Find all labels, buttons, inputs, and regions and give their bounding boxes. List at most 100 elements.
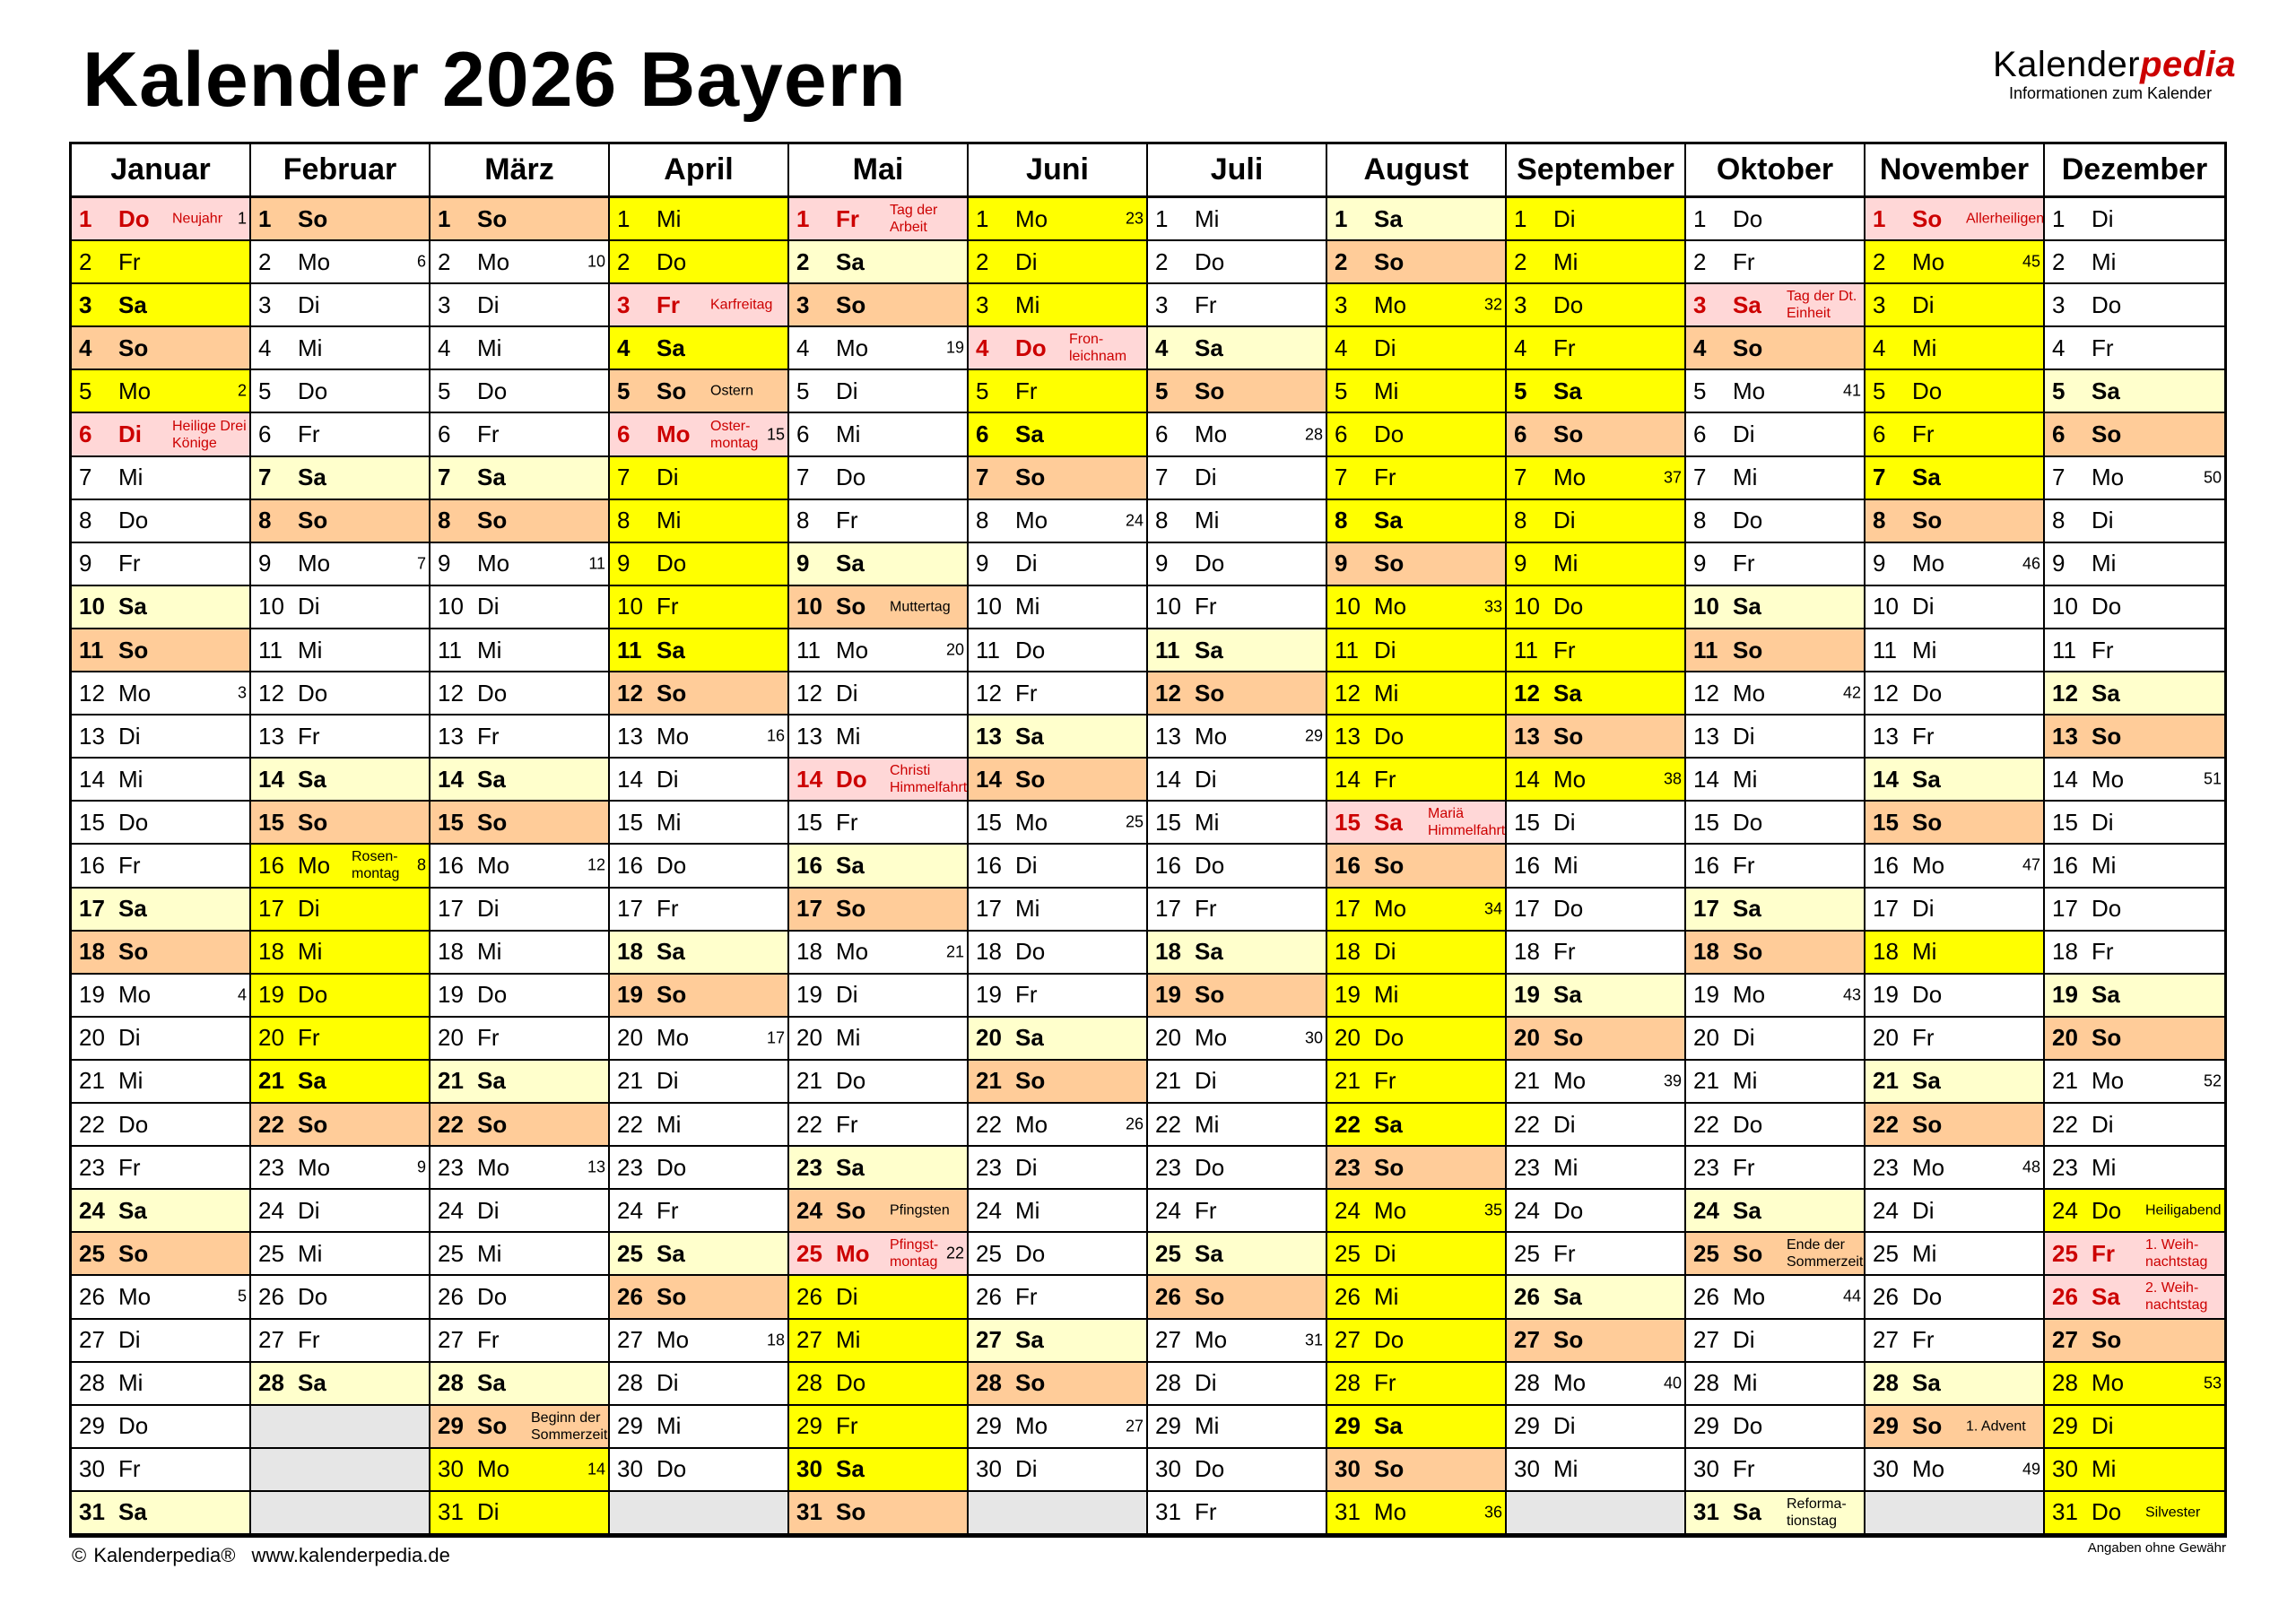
day-cell[interactable]: 8 Do — [1686, 499, 1866, 543]
day-cell[interactable]: 27 Di — [72, 1319, 251, 1363]
day-cell[interactable]: 2 Do — [1148, 241, 1327, 285]
day-cell[interactable]: 5 Do — [251, 370, 430, 414]
day-cell[interactable]: 1 So — [430, 198, 610, 242]
day-cell[interactable]: 17 Do — [1507, 888, 1686, 932]
day-cell[interactable]: 23 Do — [610, 1147, 789, 1191]
day-cell[interactable]: 24 Fr — [1148, 1190, 1327, 1234]
day-cell[interactable]: 10 Fr — [610, 585, 789, 629]
day-cell[interactable]: 27 Fr — [1866, 1319, 2045, 1363]
day-cell[interactable]: 15 Mo 25 — [969, 802, 1148, 846]
day-cell[interactable]: 19 So — [1148, 974, 1327, 1018]
day-cell[interactable]: 14 Mo 51 — [2045, 759, 2224, 802]
day-cell[interactable]: 27 Do — [1327, 1319, 1507, 1363]
day-cell[interactable]: 12 Do — [251, 672, 430, 716]
day-cell[interactable]: 20 Mi — [789, 1017, 969, 1061]
day-cell[interactable]: 6 Fr — [430, 413, 610, 457]
day-cell[interactable]: 5 Fr — [969, 370, 1148, 414]
day-cell[interactable]: 18 Fr — [1507, 931, 1686, 975]
day-cell[interactable]: 3 Do — [1507, 284, 1686, 328]
day-cell[interactable]: 5 Mi — [1327, 370, 1507, 414]
day-cell[interactable]: 30 Do — [1148, 1448, 1327, 1492]
day-cell[interactable]: 25 Fr 1. Weih- nachtstag — [2045, 1233, 2224, 1277]
day-cell[interactable]: 16 Fr — [72, 845, 251, 889]
day-cell[interactable]: 15 So — [1866, 802, 2045, 846]
day-cell[interactable]: 11 Sa — [610, 629, 789, 673]
day-cell[interactable]: 21 Di — [1148, 1060, 1327, 1105]
day-cell[interactable]: 18 So — [1686, 931, 1866, 975]
day-cell[interactable]: 9 Sa — [789, 542, 969, 586]
day-cell[interactable]: 10 Sa — [72, 585, 251, 629]
day-cell[interactable]: 16 Mo 47 — [1866, 845, 2045, 889]
day-cell[interactable]: 2 Mo 10 — [430, 241, 610, 285]
day-cell[interactable]: 7 Mi — [72, 456, 251, 500]
day-cell[interactable]: 7 Di — [610, 456, 789, 500]
day-cell[interactable]: 11 Do — [969, 629, 1148, 673]
day-cell[interactable]: 24 Mo 35 — [1327, 1190, 1507, 1234]
day-cell[interactable]: 20 So — [1507, 1017, 1686, 1061]
day-cell[interactable]: 10 Mo 33 — [1327, 585, 1507, 629]
day-cell[interactable]: 29 Mi — [1148, 1405, 1327, 1449]
day-cell[interactable]: 22 Do — [1686, 1104, 1866, 1148]
day-cell[interactable]: 18 Mo 21 — [789, 931, 969, 975]
day-cell[interactable]: 24 Di — [251, 1190, 430, 1234]
day-cell[interactable]: 6 Sa — [969, 413, 1148, 457]
day-cell[interactable]: 23 So — [1327, 1147, 1507, 1191]
day-cell[interactable]: 18 Fr — [2045, 932, 2224, 975]
website-link[interactable]: www.kalenderpedia.de — [251, 1544, 450, 1566]
day-cell[interactable]: 14 Do Christi Himmelfahrt — [789, 759, 969, 802]
day-cell[interactable]: 4 Mi — [1866, 327, 2045, 371]
day-cell[interactable]: 17 Di — [251, 888, 430, 932]
day-cell[interactable]: 12 Sa — [2045, 672, 2224, 716]
day-cell[interactable]: 20 Di — [72, 1017, 251, 1061]
day-cell[interactable]: 18 Sa — [610, 931, 789, 975]
day-cell[interactable]: 9 Do — [610, 542, 789, 586]
day-cell[interactable]: 15 Di — [2045, 802, 2224, 846]
day-cell[interactable]: 13 Do — [1327, 715, 1507, 759]
day-cell[interactable]: 21 Mi — [1686, 1060, 1866, 1105]
day-cell[interactable]: 12 Do — [430, 672, 610, 716]
day-cell[interactable]: 30 Mi — [1507, 1448, 1686, 1492]
day-cell[interactable]: 10 Di — [1866, 585, 2045, 629]
day-cell[interactable]: 6 Mo Oster- montag 15 — [610, 413, 789, 457]
day-cell[interactable]: 30 Fr — [72, 1448, 251, 1492]
day-cell[interactable]: 29 Do — [1686, 1405, 1866, 1449]
day-cell[interactable]: 7 Mi — [1686, 456, 1866, 500]
day-cell[interactable]: 17 Mo 34 — [1327, 888, 1507, 932]
day-cell[interactable]: 19 Di — [789, 974, 969, 1018]
day-cell[interactable]: 27 Mo 18 — [610, 1319, 789, 1363]
day-cell[interactable]: 14 So — [969, 759, 1148, 802]
day-cell[interactable]: 19 So — [610, 974, 789, 1018]
day-cell[interactable]: 15 Mi — [1148, 802, 1327, 846]
day-cell[interactable]: 31 Di — [430, 1491, 610, 1535]
day-cell[interactable]: 10 Fr — [1148, 585, 1327, 629]
day-cell[interactable]: 26 Sa — [1507, 1276, 1686, 1320]
day-cell[interactable]: 25 Sa — [610, 1233, 789, 1277]
day-cell[interactable]: 14 Mi — [1686, 759, 1866, 802]
day-cell[interactable]: 17 Sa — [1686, 888, 1866, 932]
day-cell[interactable]: 1 Fr Tag der Arbeit — [789, 198, 969, 242]
day-cell[interactable]: 23 Mi — [1507, 1147, 1686, 1191]
day-cell[interactable]: 17 Do — [2045, 889, 2224, 932]
day-cell[interactable]: 22 Di — [1507, 1104, 1686, 1148]
day-cell[interactable]: 31 Sa — [72, 1491, 251, 1535]
day-cell[interactable]: 13 Mi — [789, 715, 969, 759]
day-cell[interactable]: 9 Mi — [2045, 543, 2224, 586]
day-cell[interactable]: 3 Fr — [1148, 284, 1327, 328]
day-cell[interactable]: 18 So — [72, 931, 251, 975]
day-cell[interactable]: 19 Do — [251, 974, 430, 1018]
day-cell[interactable]: 12 Do — [1866, 672, 2045, 716]
day-cell[interactable]: 4 Mo 19 — [789, 327, 969, 371]
day-cell[interactable]: 31 Fr — [1148, 1491, 1327, 1535]
day-cell[interactable]: 5 So Ostern — [610, 370, 789, 414]
day-cell[interactable]: 29 Di — [2045, 1405, 2224, 1449]
day-cell[interactable]: 21 Sa — [430, 1060, 610, 1105]
day-cell[interactable]: 27 Fr — [251, 1319, 430, 1363]
day-cell[interactable]: 4 Fr — [2045, 327, 2224, 371]
day-cell[interactable]: 23 Mi — [2045, 1147, 2224, 1191]
day-cell[interactable]: 25 Sa — [1148, 1233, 1327, 1277]
day-cell[interactable]: 31 So — [789, 1491, 969, 1535]
day-cell[interactable]: 12 So — [610, 672, 789, 716]
day-cell[interactable]: 13 Mo 29 — [1148, 715, 1327, 759]
day-cell[interactable]: 22 Mi — [1148, 1104, 1327, 1148]
day-cell[interactable]: 2 Mi — [2045, 241, 2224, 285]
